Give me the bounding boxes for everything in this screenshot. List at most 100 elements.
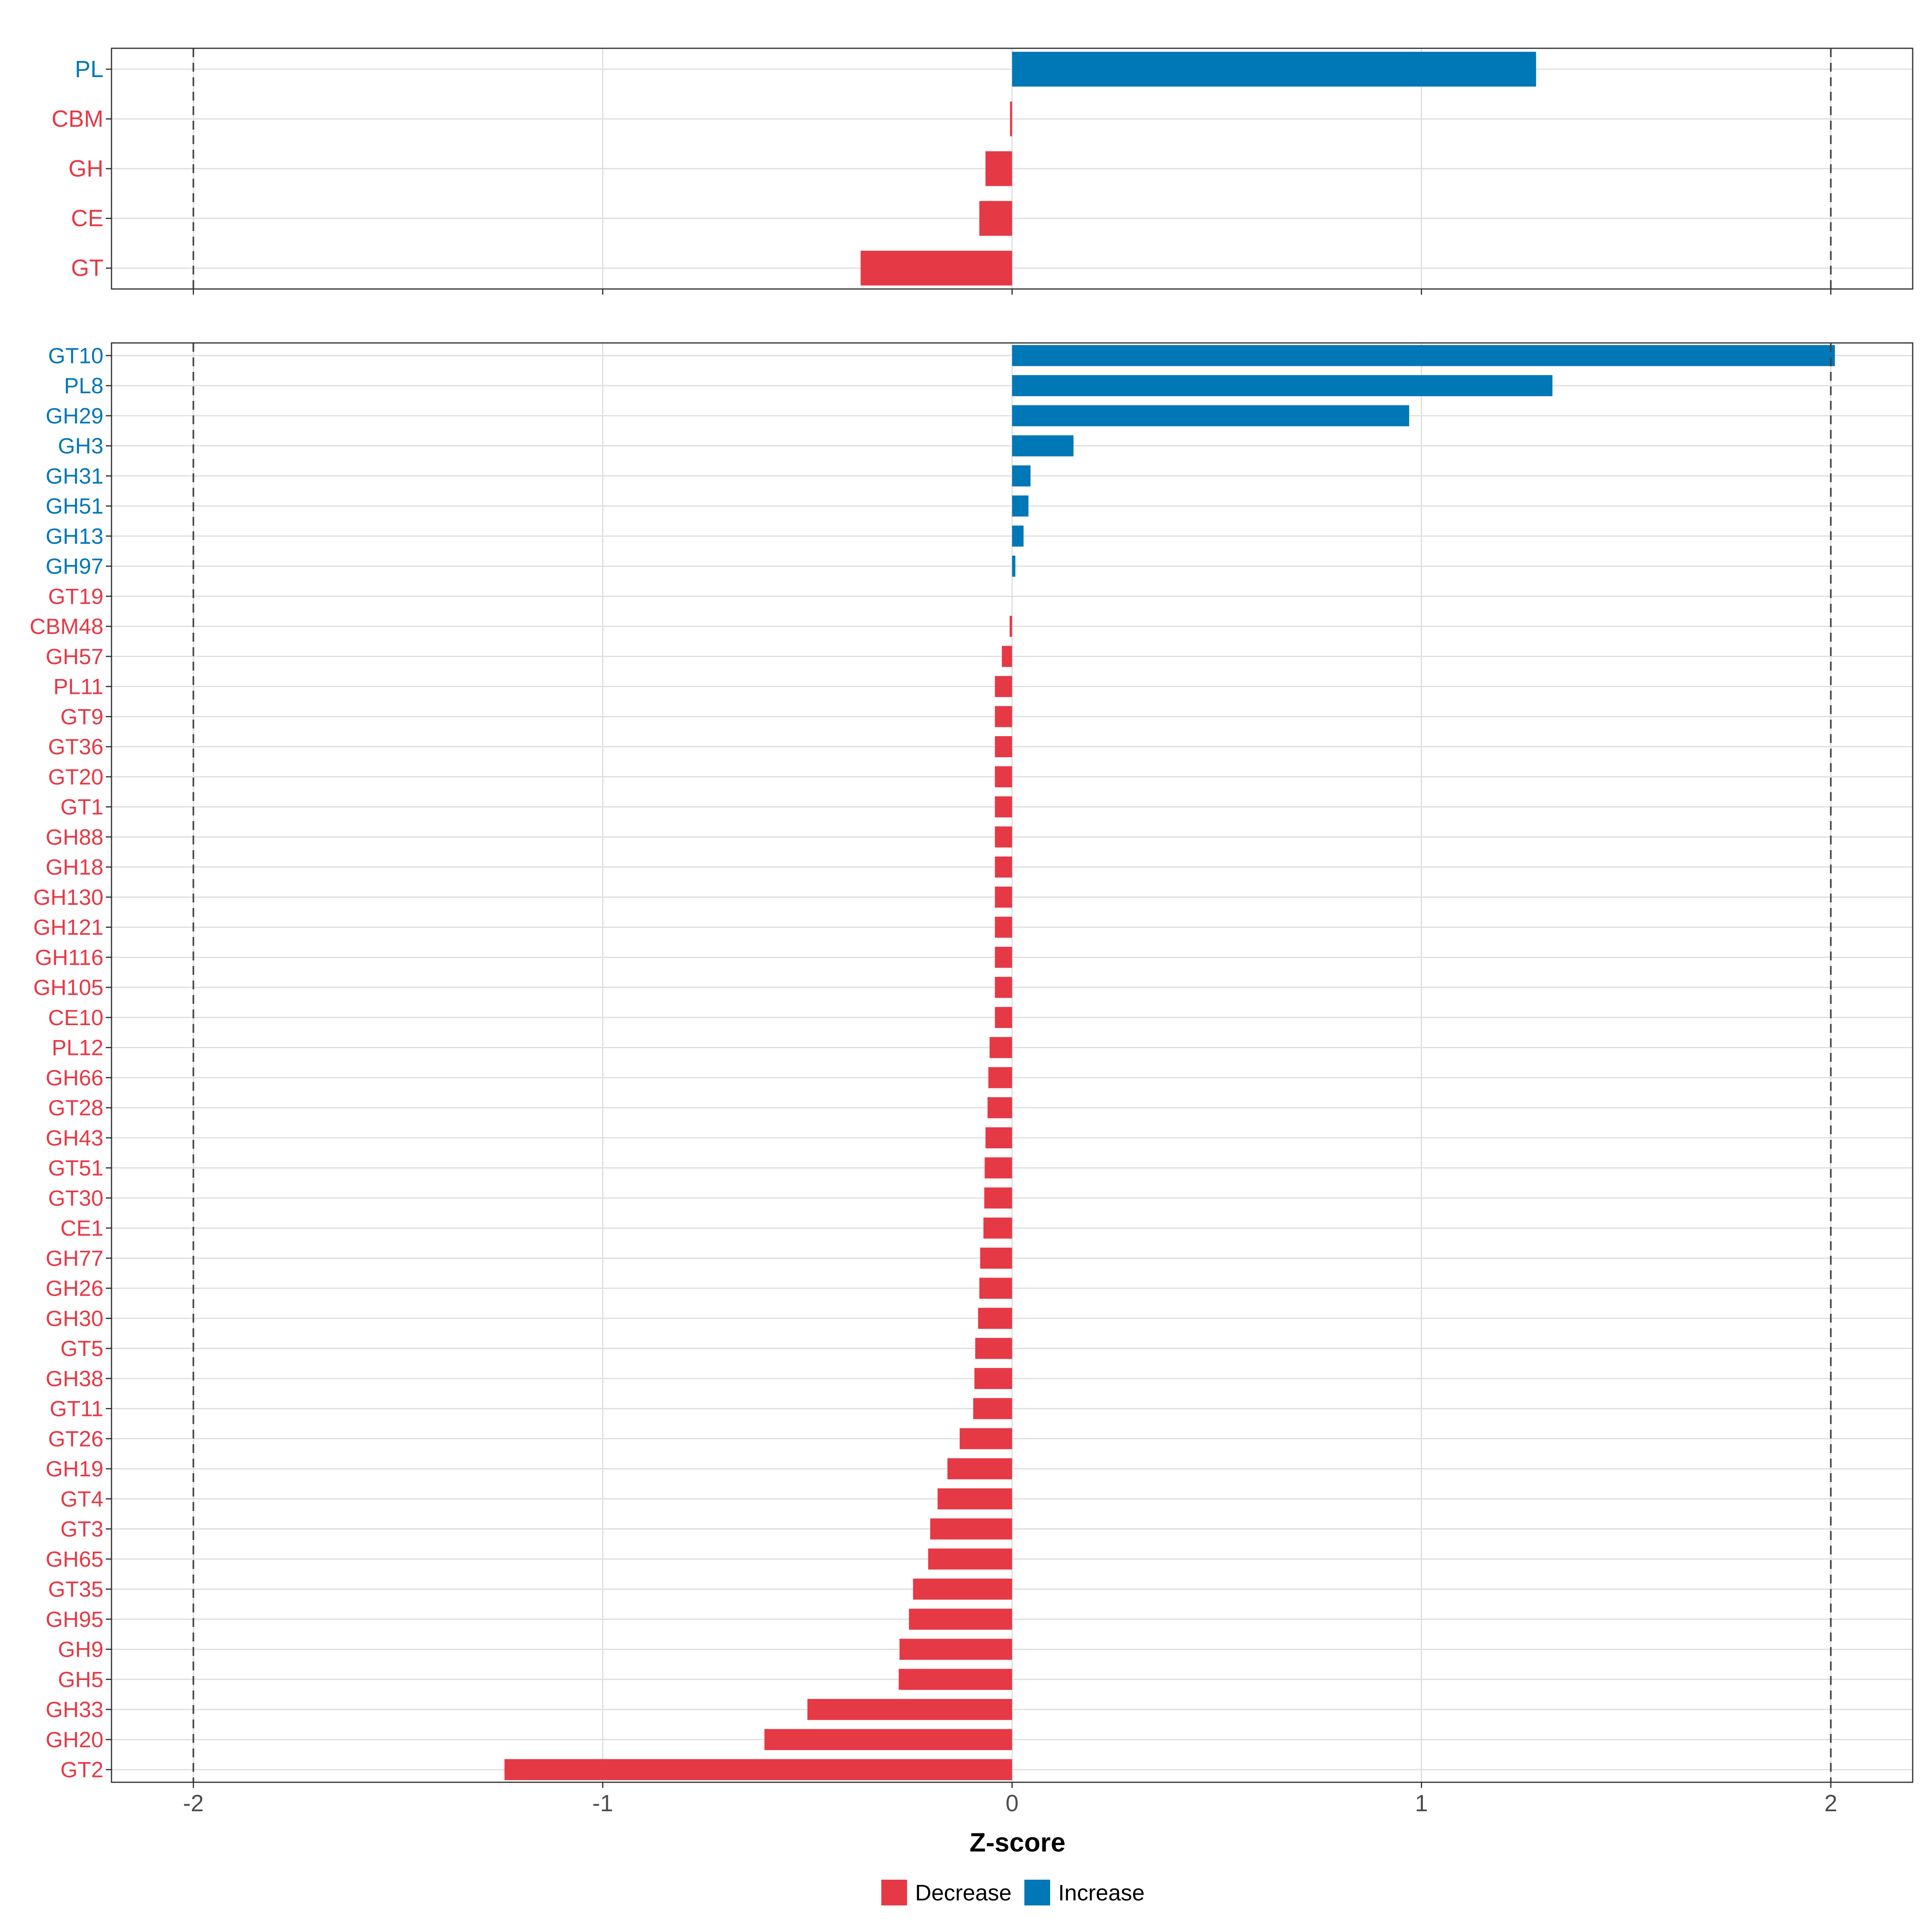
bottom-bar-GT9: [995, 706, 1012, 727]
bottom-category-label-GH51: GH51: [45, 493, 103, 518]
bottom-bar-CE1: [983, 1217, 1012, 1239]
bottom-category-label-GT36: GT36: [48, 734, 103, 759]
bottom-bar-GT1: [995, 796, 1012, 817]
legend-key-decrease: [881, 1880, 907, 1905]
bottom-bar-GH116: [995, 947, 1012, 968]
bottom-bar-GH57: [1002, 646, 1012, 667]
top-panel: PL CBM GH CE GT: [52, 47, 1913, 295]
bottom-category-label-GH20: GH20: [45, 1727, 103, 1752]
bottom-bar-PL8: [1012, 375, 1552, 396]
bottom-category-label-GH18: GH18: [45, 855, 103, 879]
bottom-bar-GH66: [988, 1067, 1012, 1088]
bottom-category-label-PL11: PL11: [54, 674, 103, 699]
bottom-bar-CE10: [995, 1007, 1012, 1028]
bottom-category-label-GH95: GH95: [45, 1607, 103, 1632]
bottom-category-label-GH57: GH57: [45, 644, 103, 669]
bottom-category-label-GH13: GH13: [45, 524, 103, 549]
bottom-bar-GH51: [1012, 495, 1029, 517]
bottom-bar-GT36: [995, 736, 1012, 758]
bottom-bar-GH26: [979, 1278, 1012, 1299]
bottom-bar-GH121: [995, 916, 1012, 938]
bottom-category-label-GH9: GH9: [58, 1637, 103, 1662]
bottom-category-label-CE1: CE1: [60, 1216, 103, 1241]
bottom-category-label-PL12: PL12: [52, 1035, 103, 1060]
bottom-bar-GT35: [913, 1578, 1012, 1600]
bottom-category-label-GH130: GH130: [33, 885, 103, 910]
bottom-bar-GT4: [937, 1488, 1012, 1510]
legend-key-increase: [1024, 1880, 1050, 1905]
bottom-category-label-GT26: GT26: [48, 1426, 103, 1451]
bottom-category-label-GH3: GH3: [58, 433, 103, 458]
top-category-label-CBM: CBM: [52, 106, 103, 132]
bottom-bar-GH30: [978, 1308, 1012, 1329]
bottom-category-label-GH30: GH30: [45, 1306, 103, 1331]
bottom-bar-GH13: [1012, 525, 1024, 547]
bottom-bar-PL11: [995, 676, 1012, 697]
bottom-category-label-GH97: GH97: [45, 554, 103, 579]
bottom-bar-GH43: [985, 1127, 1012, 1149]
top-category-label-GT: GT: [71, 255, 103, 281]
bottom-category-label-GT51: GT51: [48, 1156, 103, 1181]
bottom-category-label-PL8: PL8: [64, 373, 103, 398]
bottom-category-label-GH31: GH31: [45, 463, 103, 488]
bottom-bar-GT5: [975, 1338, 1012, 1359]
bottom-category-label-GH19: GH19: [45, 1456, 103, 1481]
bottom-bar-GH31: [1012, 465, 1031, 487]
bottom-bar-GT30: [984, 1187, 1012, 1209]
bottom-bar-GH9: [899, 1639, 1012, 1660]
top-category-label-PL: PL: [75, 56, 103, 82]
legend-label-decrease: Decrease: [915, 1880, 1012, 1905]
legend-label-increase: Increase: [1058, 1880, 1145, 1905]
bottom-category-label-GH116: GH116: [35, 945, 103, 970]
bottom-category-label-GH33: GH33: [45, 1697, 103, 1722]
bottom-category-label-GT11: GT11: [50, 1396, 103, 1421]
top-bar-GT: [861, 250, 1012, 286]
bottom-bar-GH20: [764, 1729, 1012, 1750]
bottom-bar-GH33: [807, 1699, 1012, 1720]
bottom-bar-GH130: [995, 886, 1012, 908]
bottom-bar-GH38: [974, 1368, 1012, 1389]
bottom-category-label-GT4: GT4: [60, 1486, 103, 1511]
bottom-category-label-GH38: GH38: [45, 1366, 103, 1391]
bottom-bar-GH3: [1012, 435, 1074, 456]
bottom-category-label-GT1: GT1: [60, 795, 103, 819]
bottom-category-label-CBM48: CBM48: [30, 614, 103, 639]
bottom-bar-GT3: [930, 1518, 1012, 1540]
bottom-category-label-GT9: GT9: [60, 704, 103, 729]
bottom-bar-GT11: [973, 1398, 1012, 1419]
bottom-category-label-GH29: GH29: [45, 403, 103, 428]
bottom-category-label-GH65: GH65: [45, 1546, 103, 1571]
bottom-category-label-GH43: GH43: [45, 1125, 103, 1150]
bottom-category-label-GT3: GT3: [60, 1517, 103, 1542]
bottom-category-label-GT5: GT5: [60, 1336, 103, 1361]
bottom-category-label-GH121: GH121: [33, 915, 103, 940]
bottom-category-label-GT28: GT28: [48, 1095, 103, 1120]
bottom-bar-GH19: [947, 1458, 1012, 1480]
bottom-category-label-GH88: GH88: [45, 824, 103, 849]
bottom-category-label-GH105: GH105: [33, 975, 103, 1000]
top-category-label-GH: GH: [68, 156, 103, 182]
legend: Decrease Increase: [881, 1880, 1145, 1905]
top-bar-CE: [979, 201, 1012, 236]
bottom-category-label-GH26: GH26: [45, 1276, 103, 1301]
bottom-bar-GH5: [898, 1669, 1012, 1690]
bottom-category-label-GT35: GT35: [48, 1577, 103, 1602]
bottom-bar-PL12: [989, 1037, 1012, 1058]
bottom-bar-GH105: [995, 976, 1012, 998]
bottom-bar-GT28: [987, 1097, 1012, 1119]
bottom-bar-GT26: [960, 1428, 1012, 1449]
bottom-category-label-GH5: GH5: [58, 1667, 103, 1692]
bottom-category-label-GT30: GT30: [48, 1185, 103, 1210]
bottom-category-label-GH66: GH66: [45, 1065, 103, 1090]
bottom-category-label-GT2: GT2: [60, 1757, 103, 1782]
top-bar-CBM: [1010, 101, 1012, 136]
bottom-bar-GT10: [1012, 345, 1835, 366]
top-category-label-CE: CE: [71, 205, 103, 231]
bottom-panel: GT10PL8GH29GH3GH31GH51GH13GH97GT19CBM48G…: [30, 342, 1913, 1816]
bottom-bar-GT2: [504, 1759, 1012, 1780]
bottom-xtick-label-2: 2: [1824, 1790, 1837, 1816]
top-bar-GH: [985, 151, 1012, 186]
bottom-bar-GH18: [995, 856, 1012, 878]
bottom-bar-GH77: [980, 1247, 1012, 1269]
